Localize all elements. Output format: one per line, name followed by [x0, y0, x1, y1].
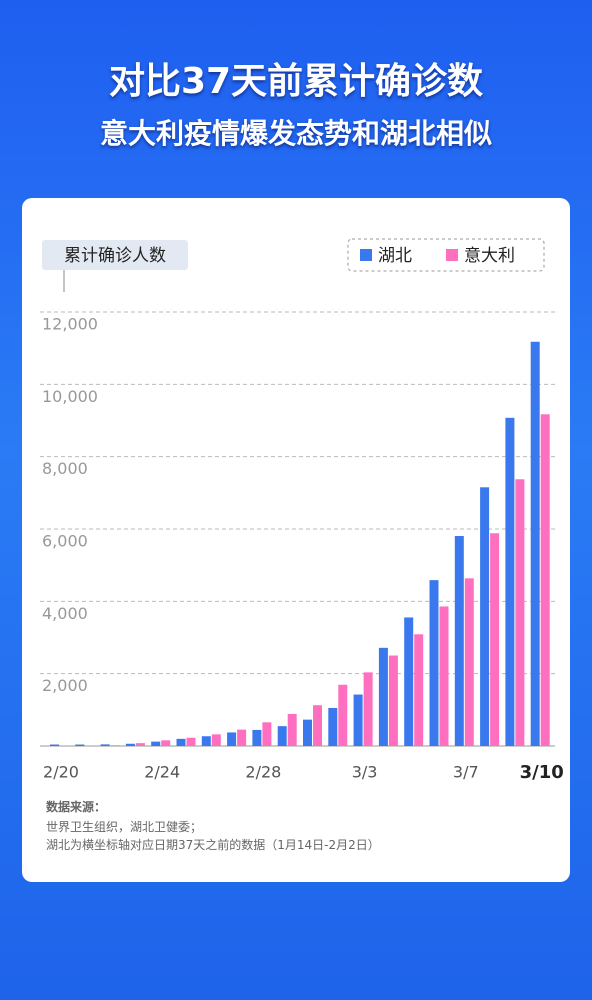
y-tick-label: 8,000 [42, 459, 88, 478]
title: 对比37天前累计确诊数 [108, 61, 484, 102]
bar [211, 734, 221, 746]
y-tick-label: 10,000 [42, 387, 98, 406]
bar [480, 487, 490, 746]
subtitle: 意大利疫情爆发态势和湖北相似 [99, 117, 492, 150]
bar [151, 741, 161, 746]
bar [454, 536, 464, 746]
y-tick-label: 12,000 [42, 315, 98, 334]
y-axis-label: 累计确诊人数 [64, 246, 166, 266]
legend-swatch [446, 249, 458, 261]
bar [161, 740, 171, 746]
bar [110, 745, 120, 746]
bar [338, 684, 348, 746]
bar [237, 729, 247, 746]
source-line: 世界卫生组织，湖北卫健委； [46, 820, 203, 834]
bar [439, 606, 449, 746]
bar [505, 417, 515, 746]
bar [328, 707, 338, 746]
bar [227, 732, 237, 746]
x-tick-label: 3/10 [520, 762, 564, 783]
x-tick-label: 3/3 [352, 763, 378, 782]
bar [303, 719, 312, 746]
bar [378, 647, 388, 746]
x-tick-label: 2/20 [43, 763, 79, 782]
bar [75, 744, 85, 746]
y-tick-label: 6,000 [42, 532, 88, 551]
bar [135, 743, 145, 746]
bar [540, 414, 550, 746]
bar [262, 722, 272, 746]
bar [287, 713, 297, 746]
y-tick-label: 4,000 [42, 604, 88, 623]
bar [176, 738, 186, 746]
bar [252, 729, 262, 746]
bar [404, 617, 414, 746]
bar [277, 726, 287, 746]
bar [388, 655, 398, 746]
bar [363, 672, 373, 746]
x-tick-label: 3/7 [453, 763, 479, 782]
legend-swatch [360, 249, 372, 261]
bar [414, 634, 424, 746]
bar [490, 533, 500, 746]
bar [186, 737, 196, 746]
bar [464, 578, 474, 746]
y-tick-label: 2,000 [42, 676, 88, 695]
legend-label: 意大利 [464, 246, 515, 266]
bar [125, 743, 135, 746]
bar [100, 744, 110, 746]
source-title: 数据来源： [46, 800, 107, 814]
bar [530, 341, 540, 746]
x-tick-label: 2/24 [144, 763, 180, 782]
bar [429, 580, 439, 746]
bar [353, 694, 363, 746]
bar [50, 744, 59, 746]
y-label-box [42, 240, 188, 270]
bar [313, 705, 322, 746]
source-line: 湖北为横坐标轴对应日期37天之前的数据（1月14日-2月2日） [46, 838, 380, 852]
bar [515, 479, 525, 746]
bar [201, 736, 211, 746]
x-tick-label: 2/28 [245, 763, 281, 782]
legend-label: 湖北 [378, 246, 412, 266]
